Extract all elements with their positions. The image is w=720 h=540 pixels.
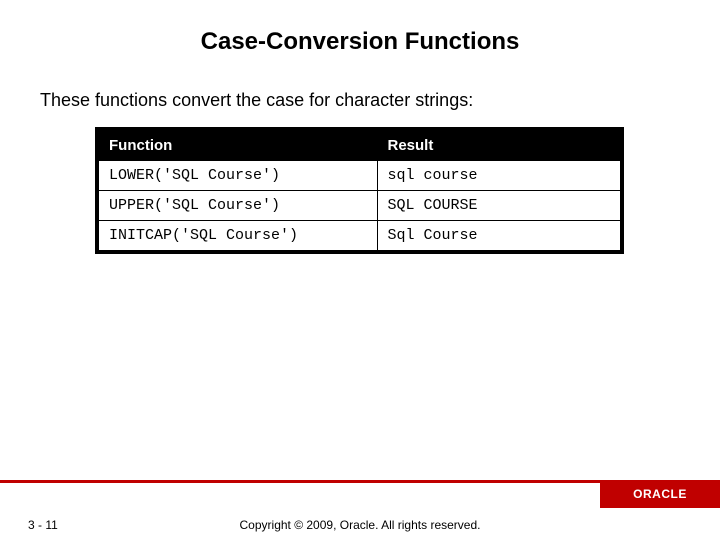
- oracle-logo: ORACLE: [600, 480, 720, 508]
- cell-result: Sql Course: [377, 221, 622, 253]
- table-header-row: Function Result: [97, 129, 622, 161]
- table-row: INITCAP('SQL Course') Sql Course: [97, 221, 622, 253]
- cell-result: SQL COURSE: [377, 191, 622, 221]
- function-table: Function Result LOWER('SQL Course') sql …: [95, 127, 624, 254]
- intro-text: These functions convert the case for cha…: [0, 90, 720, 127]
- table-row: UPPER('SQL Course') SQL COURSE: [97, 191, 622, 221]
- footer-divider: [0, 480, 600, 508]
- copyright-text: Copyright © 2009, Oracle. All rights res…: [0, 518, 720, 532]
- col-header-result: Result: [377, 129, 622, 161]
- col-header-function: Function: [97, 129, 377, 161]
- cell-function: LOWER('SQL Course'): [97, 161, 377, 191]
- slide-title: Case-Conversion Functions: [0, 0, 720, 90]
- footer-bar: ORACLE: [0, 480, 720, 508]
- cell-result: sql course: [377, 161, 622, 191]
- table-row: LOWER('SQL Course') sql course: [97, 161, 622, 191]
- cell-function: UPPER('SQL Course'): [97, 191, 377, 221]
- cell-function: INITCAP('SQL Course'): [97, 221, 377, 253]
